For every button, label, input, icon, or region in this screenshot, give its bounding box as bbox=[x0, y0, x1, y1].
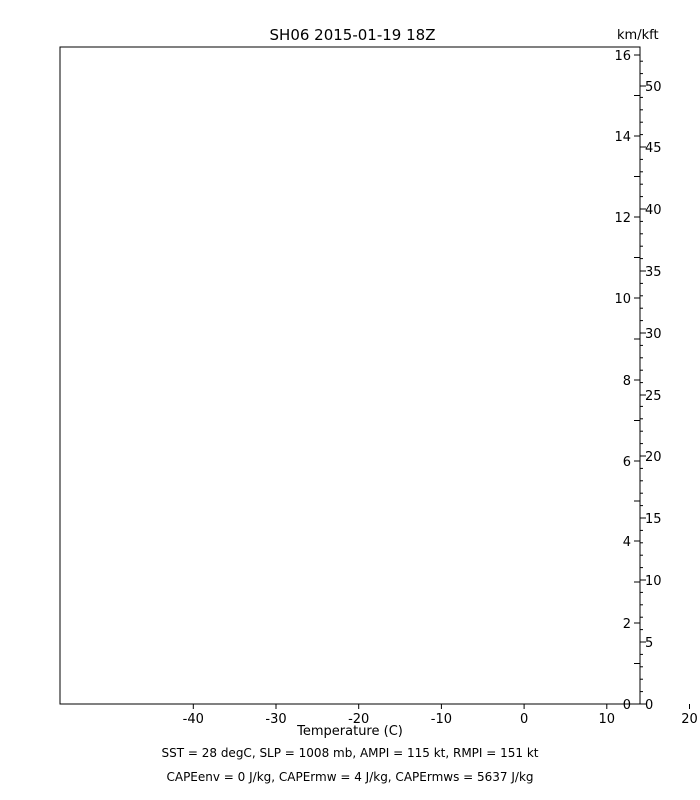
x-axis-label: Temperature (C) bbox=[297, 724, 403, 739]
temperature-tick-label: 20 bbox=[681, 712, 698, 727]
height-unit-label: km/kft bbox=[617, 28, 659, 43]
km-tick-label: 16 bbox=[614, 49, 631, 64]
kft-tick-label: 35 bbox=[645, 265, 662, 280]
kft-tick-label: 30 bbox=[645, 327, 662, 342]
kft-tick-label: 45 bbox=[645, 141, 662, 156]
kft-tick-label: 10 bbox=[645, 574, 662, 589]
chart-title: SH06 2015-01-19 18Z bbox=[269, 26, 436, 44]
temperature-tick-label: -30 bbox=[265, 712, 286, 727]
footer-line-1: SST = 28 degC, SLP = 1008 mb, AMPI = 115… bbox=[161, 746, 539, 760]
temperature-tick-label: -10 bbox=[431, 712, 452, 727]
dry-adiabat bbox=[0, 0, 292, 701]
km-tick-label: 10 bbox=[614, 292, 631, 307]
temperature-tick-label: -20 bbox=[348, 712, 369, 727]
kft-tick-label: 20 bbox=[645, 450, 662, 465]
dry-adiabat bbox=[0, 0, 460, 701]
dry-adiabat bbox=[0, 0, 544, 701]
km-tick-label: 2 bbox=[623, 617, 631, 632]
km-tick-label: 6 bbox=[623, 455, 631, 470]
footer-line-2: CAPEenv = 0 J/kg, CAPErmw = 4 J/kg, CAPE… bbox=[166, 770, 534, 784]
kft-tick-label: 25 bbox=[645, 389, 662, 404]
temperature-tick-label: -40 bbox=[183, 712, 204, 727]
plot-frame bbox=[59, 46, 641, 705]
temperature-tick-label: 10 bbox=[599, 712, 616, 727]
km-tick-label: 8 bbox=[623, 374, 631, 389]
kft-tick-label: 40 bbox=[645, 203, 662, 218]
dry-adiabat bbox=[0, 0, 208, 701]
kft-tick-label: 0 bbox=[645, 698, 653, 713]
dry-adiabat bbox=[0, 0, 376, 701]
dry-adiabat bbox=[0, 0, 41, 701]
km-tick-label: 4 bbox=[623, 535, 631, 550]
km-tick-label: 12 bbox=[614, 211, 631, 226]
kft-tick-label: 5 bbox=[645, 636, 653, 651]
km-tick-label: 14 bbox=[614, 130, 631, 145]
kft-tick-label: 50 bbox=[645, 80, 662, 95]
temperature-tick-label: 0 bbox=[520, 712, 528, 727]
kft-tick-label: 15 bbox=[645, 512, 662, 527]
km-tick-label: 0 bbox=[623, 698, 631, 713]
dry-adiabat bbox=[0, 0, 124, 701]
